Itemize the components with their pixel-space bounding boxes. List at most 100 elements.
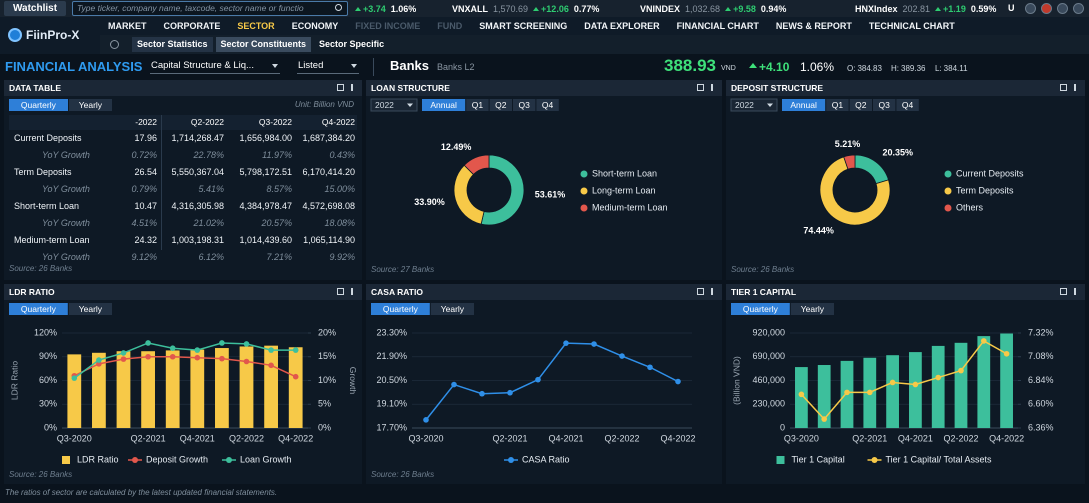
legend-label[interactable]: Tier 1 Capital/ Total Assets	[886, 454, 993, 464]
tab[interactable]	[536, 99, 559, 111]
ticker-change-group: +9.58	[725, 4, 756, 14]
table-cell: 0.43%	[329, 150, 355, 160]
legend-label[interactable]: Loan Growth	[240, 454, 292, 464]
maximize-icon[interactable]	[1060, 84, 1067, 91]
table-cell: 9.12%	[131, 252, 157, 262]
tab-label[interactable]: Q4	[542, 100, 554, 110]
nav-item[interactable]: TECHNICAL CHART	[868, 21, 955, 31]
tab[interactable]	[489, 99, 512, 111]
y2-tick-label: 6.36%	[1028, 422, 1054, 432]
maximize-icon[interactable]	[1060, 288, 1067, 295]
tab-label[interactable]: Yearly	[441, 304, 465, 314]
toolbar-icon[interactable]	[1041, 3, 1052, 14]
tab-label[interactable]: Quarterly	[21, 304, 57, 314]
toolbar-icon[interactable]	[1057, 3, 1068, 14]
nav-item[interactable]: CORPORATE	[163, 21, 221, 31]
year-label[interactable]: 2022	[735, 100, 754, 110]
tab-label[interactable]: Q3	[879, 100, 891, 110]
tab[interactable]	[430, 303, 474, 315]
tab[interactable]	[826, 99, 849, 111]
download-icon[interactable]	[351, 84, 353, 91]
legend-label[interactable]: Short-term Loan	[592, 168, 657, 178]
report-dropdown[interactable]: Capital Structure & Liq...	[150, 59, 280, 74]
line-point	[867, 389, 873, 396]
line-point	[912, 381, 919, 388]
sub-tab[interactable]: Sector Statistics	[132, 37, 213, 52]
nav-item[interactable]: FINANCIAL CHART	[676, 21, 759, 31]
legend-label[interactable]: Deposit Growth	[146, 454, 208, 464]
tab[interactable]	[790, 303, 834, 315]
tab[interactable]	[371, 303, 430, 315]
download-icon[interactable]	[1074, 288, 1076, 295]
download-icon[interactable]	[1074, 84, 1076, 91]
tab-label[interactable]: Q1	[472, 100, 484, 110]
legend-label[interactable]: CASA Ratio	[522, 454, 570, 464]
tab-label[interactable]: Annual	[790, 100, 817, 110]
tab-label[interactable]: Yearly	[801, 304, 825, 314]
exchange-dropdown[interactable]: Listed	[297, 59, 359, 74]
legend-label[interactable]: Current Deposits	[956, 168, 1024, 178]
tab[interactable]	[466, 99, 489, 111]
y-axis-label: LDR Ratio	[9, 361, 19, 400]
tab[interactable]	[513, 99, 536, 111]
watchlist-button[interactable]: Watchlist	[4, 1, 66, 16]
nav-item[interactable]: ECONOMY	[291, 21, 339, 31]
year-dropdown[interactable]	[370, 98, 418, 112]
table-cell: 1,714,268.47	[171, 133, 224, 143]
sub-tab[interactable]: Sector Specific	[319, 39, 385, 49]
tab-label[interactable]: Annual	[430, 100, 457, 110]
maximize-icon[interactable]	[337, 84, 344, 91]
maximize-icon[interactable]	[337, 288, 344, 295]
tab[interactable]: Quarterly	[9, 99, 68, 111]
panel: Quarterly Yearly 17.70% 19.10% 20.50% 21.90% 2…	[366, 284, 722, 484]
legend-label[interactable]: Others	[956, 202, 984, 212]
tab[interactable]	[849, 99, 872, 111]
tab-label[interactable]: Yearly	[79, 304, 103, 314]
legend-label[interactable]: Long-term Loan	[592, 185, 656, 195]
tab-label[interactable]: Q2	[495, 100, 507, 110]
download-icon[interactable]	[711, 288, 713, 295]
nav-item[interactable]: DATA EXPLORER	[584, 21, 660, 31]
line-point	[535, 376, 541, 383]
tab-label[interactable]: Q3	[519, 100, 531, 110]
year-label[interactable]: 2022	[375, 100, 394, 110]
sector-level: Banks L2	[437, 62, 475, 72]
tab-label[interactable]: Q1	[832, 100, 844, 110]
tab[interactable]	[68, 303, 112, 315]
tab-label[interactable]: Q4	[902, 100, 914, 110]
nav-item[interactable]: NEWS & REPORT	[775, 21, 852, 31]
pie-slice	[819, 156, 891, 226]
tab[interactable]	[731, 303, 790, 315]
legend-label[interactable]: Term Deposits	[956, 185, 1014, 195]
slice-label: 33.90%	[414, 197, 445, 207]
tab-label[interactable]: Quarterly	[743, 304, 779, 314]
nav-item[interactable]: SECTOR	[237, 21, 275, 31]
sector-name: Banks	[390, 58, 430, 73]
tab[interactable]	[422, 99, 466, 111]
tab[interactable]	[9, 303, 68, 315]
table-header-row	[9, 115, 357, 130]
tab[interactable]	[873, 99, 896, 111]
maximize-icon[interactable]	[697, 84, 704, 91]
search-box[interactable]: Type ticker, company name, taxcode, sect…	[72, 1, 348, 16]
toolbar-icon[interactable]	[1073, 3, 1084, 14]
tab[interactable]	[782, 99, 826, 111]
tab[interactable]	[896, 99, 919, 111]
tab-label[interactable]: Q2	[855, 100, 867, 110]
panel-title: CASA RATIO	[371, 287, 423, 297]
nav-item[interactable]: SMART SCREENING	[479, 21, 568, 31]
nav-item[interactable]: MARKET	[108, 21, 147, 31]
toolbar-icon[interactable]	[1025, 3, 1036, 14]
legend-label[interactable]: LDR Ratio	[77, 454, 119, 464]
tab-label[interactable]: Quarterly	[383, 304, 419, 314]
download-icon[interactable]	[351, 288, 353, 295]
user-initial[interactable]: U	[1008, 3, 1015, 13]
tab[interactable]: Yearly	[68, 99, 112, 111]
year-dropdown[interactable]	[730, 98, 778, 112]
legend-label[interactable]: Tier 1 Capital	[792, 454, 845, 464]
pie-slice	[453, 164, 485, 225]
maximize-icon[interactable]	[697, 288, 704, 295]
download-icon[interactable]	[711, 84, 713, 91]
legend-label[interactable]: Medium-term Loan	[592, 202, 668, 212]
sub-tab[interactable]: Sector Constituents	[215, 37, 312, 52]
